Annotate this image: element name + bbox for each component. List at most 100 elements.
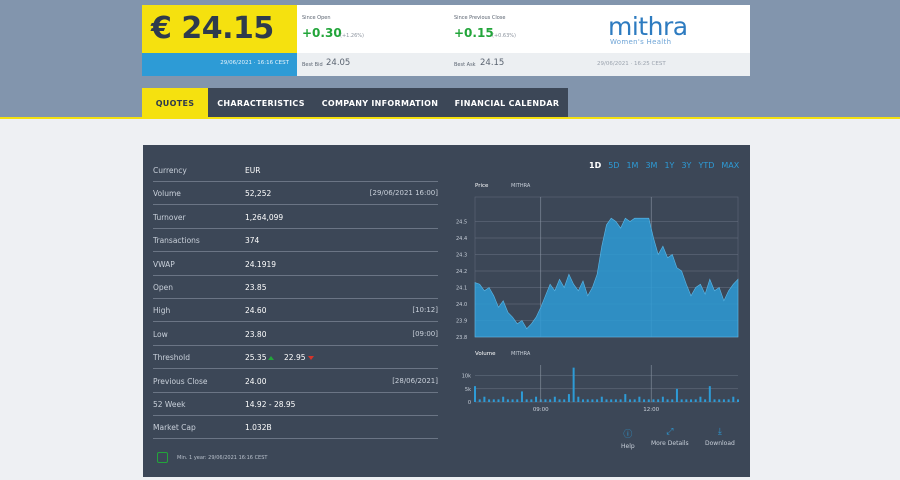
tab-bar: QUOTES CHARACTERISTICS COMPANY INFORMATI… — [142, 88, 568, 118]
x-tick-label: 12:00 — [643, 407, 659, 413]
expand-icon: ⤢ — [666, 427, 674, 437]
volume-bar — [520, 391, 523, 402]
stat-value: 1.032B — [245, 423, 272, 433]
tab-company-information[interactable]: COMPANY INFORMATION — [314, 88, 446, 118]
stat-value: 1,264,099 — [245, 212, 284, 222]
volume-bar — [516, 399, 519, 402]
volume-series-name: MITHRA — [511, 351, 531, 357]
stat-label: High — [153, 306, 171, 316]
range-max[interactable]: MAX — [721, 161, 740, 170]
up-arrow-icon — [268, 356, 275, 361]
volume-bar — [549, 399, 552, 402]
range-3y[interactable]: 3Y — [681, 161, 692, 170]
help-button[interactable]: ⓘ Help — [621, 427, 635, 450]
stat-label: Open — [153, 283, 174, 292]
volume-bar — [708, 386, 711, 402]
stat-label: Currency — [153, 166, 187, 175]
price-tick-label: 24.3 — [456, 253, 467, 259]
best-ask-label: Best Ask — [454, 62, 476, 68]
volume-bar — [680, 399, 683, 402]
volume-bar — [530, 399, 533, 402]
price-tick-label: 24.4 — [456, 236, 467, 242]
volume-bar — [586, 399, 589, 402]
since-open-value: +0.30 — [302, 26, 342, 40]
volume-bar — [525, 399, 528, 402]
price-series-name: MITHRA — [511, 183, 531, 189]
volume-bar — [727, 399, 730, 402]
range-5d[interactable]: 5D — [608, 161, 620, 170]
stat-row-vwap: VWAP 24.1919 — [153, 253, 438, 276]
volume-bar — [577, 396, 580, 402]
tab-characteristics[interactable]: CHARACTERISTICS — [208, 88, 314, 118]
stat-label: Transactions — [153, 236, 200, 246]
stat-value: 52,252 — [245, 189, 272, 199]
stat-label: Previous Close — [153, 376, 208, 386]
price-area-series — [474, 217, 739, 338]
volume-bar — [553, 396, 556, 402]
volume-bar — [511, 399, 514, 402]
footnote: Min. 1 year: 29/06/2021 16:16 CEST — [177, 455, 268, 461]
stat-row-transactions: Transactions 374 — [153, 229, 438, 253]
download-icon: ⤓ — [717, 427, 722, 437]
volume-bar — [474, 386, 476, 402]
price-timestamp-panel: 29/06/2021 · 16:16 CEST — [142, 53, 297, 76]
best-bid-value: 24.05 — [326, 58, 351, 68]
volume-bar — [492, 399, 495, 402]
download-button[interactable]: ⤓ Download — [705, 427, 735, 447]
price-tick-label: 23.9 — [456, 319, 467, 325]
volume-bar — [558, 399, 561, 402]
price-tick-label: 24.0 — [456, 302, 467, 308]
volume-bar — [614, 399, 617, 402]
volume-bar — [544, 399, 547, 402]
volume-bar — [652, 399, 655, 402]
range-1m[interactable]: 1M — [626, 161, 639, 170]
tab-financial-calendar[interactable]: FINANCIAL CALENDAR — [446, 88, 568, 118]
since-prev-value: +0.15 — [454, 26, 494, 40]
stat-label: Threshold — [153, 353, 190, 363]
volume-bar — [582, 399, 585, 402]
volume-bar — [661, 396, 664, 402]
quote-box: € 24.15 29/06/2021 · 16:16 CEST Since Op… — [142, 5, 750, 76]
price-tick-label: 24.1 — [456, 286, 467, 292]
since-prev-pct: (+0.63%) — [492, 33, 516, 39]
price-tick-label: 23.8 — [456, 335, 467, 341]
price-volume-chart: Price MITHRA 24.5 24.4 24.3 24.2 24.1 24.0 23.9 2… — [456, 183, 739, 413]
range-ytd[interactable]: YTD — [698, 161, 715, 170]
stat-extra: [28/06/2021] — [392, 376, 438, 385]
volume-bar — [596, 399, 599, 402]
range-3m[interactable]: 3M — [645, 161, 658, 170]
stat-row-threshold: Threshold 25.35 22.95 — [153, 346, 438, 370]
volume-bar — [572, 367, 575, 402]
range-1y[interactable]: 1Y — [664, 161, 675, 170]
price-tick-label: 24.5 — [456, 220, 467, 226]
volume-bar — [563, 399, 566, 402]
stat-extra: [09:00] — [412, 329, 438, 338]
volume-bar — [535, 396, 538, 402]
stat-value: 374 — [245, 236, 260, 246]
stat-row-turnover: Turnover 1,264,099 — [153, 206, 438, 229]
volume-bar — [502, 396, 505, 402]
volume-bar — [624, 394, 627, 402]
volume-bar — [690, 399, 693, 402]
stat-value: 24.60 — [245, 306, 267, 316]
logo-timestamp: 29/06/2021 · 16:25 CEST — [597, 61, 666, 67]
stat-label: Turnover — [153, 212, 186, 222]
tab-quotes[interactable]: QUOTES — [142, 88, 208, 118]
volume-bar — [671, 399, 674, 402]
stat-value: 14.92 - 28.95 — [245, 400, 296, 409]
volume-chart-title: Volume — [475, 351, 496, 357]
company-logo-tagline: Women's Health — [610, 38, 672, 46]
volume-bar — [619, 399, 622, 402]
volume-bar — [685, 399, 688, 402]
price-tick-label: 24.2 — [456, 269, 467, 275]
x-tick-label: 09:00 — [533, 407, 549, 413]
range-1d[interactable]: 1D — [589, 161, 602, 170]
volume-bar — [567, 394, 570, 402]
stat-value: 23.80 — [245, 329, 267, 339]
volume-tick-label: 5k — [465, 387, 471, 393]
stat-extra: [10:12] — [412, 306, 438, 315]
more-details-button[interactable]: ⤢ More Details — [651, 427, 689, 447]
clock-icon — [157, 452, 168, 463]
volume-bar — [506, 399, 509, 402]
best-bid-label: Best Bid — [302, 62, 323, 68]
